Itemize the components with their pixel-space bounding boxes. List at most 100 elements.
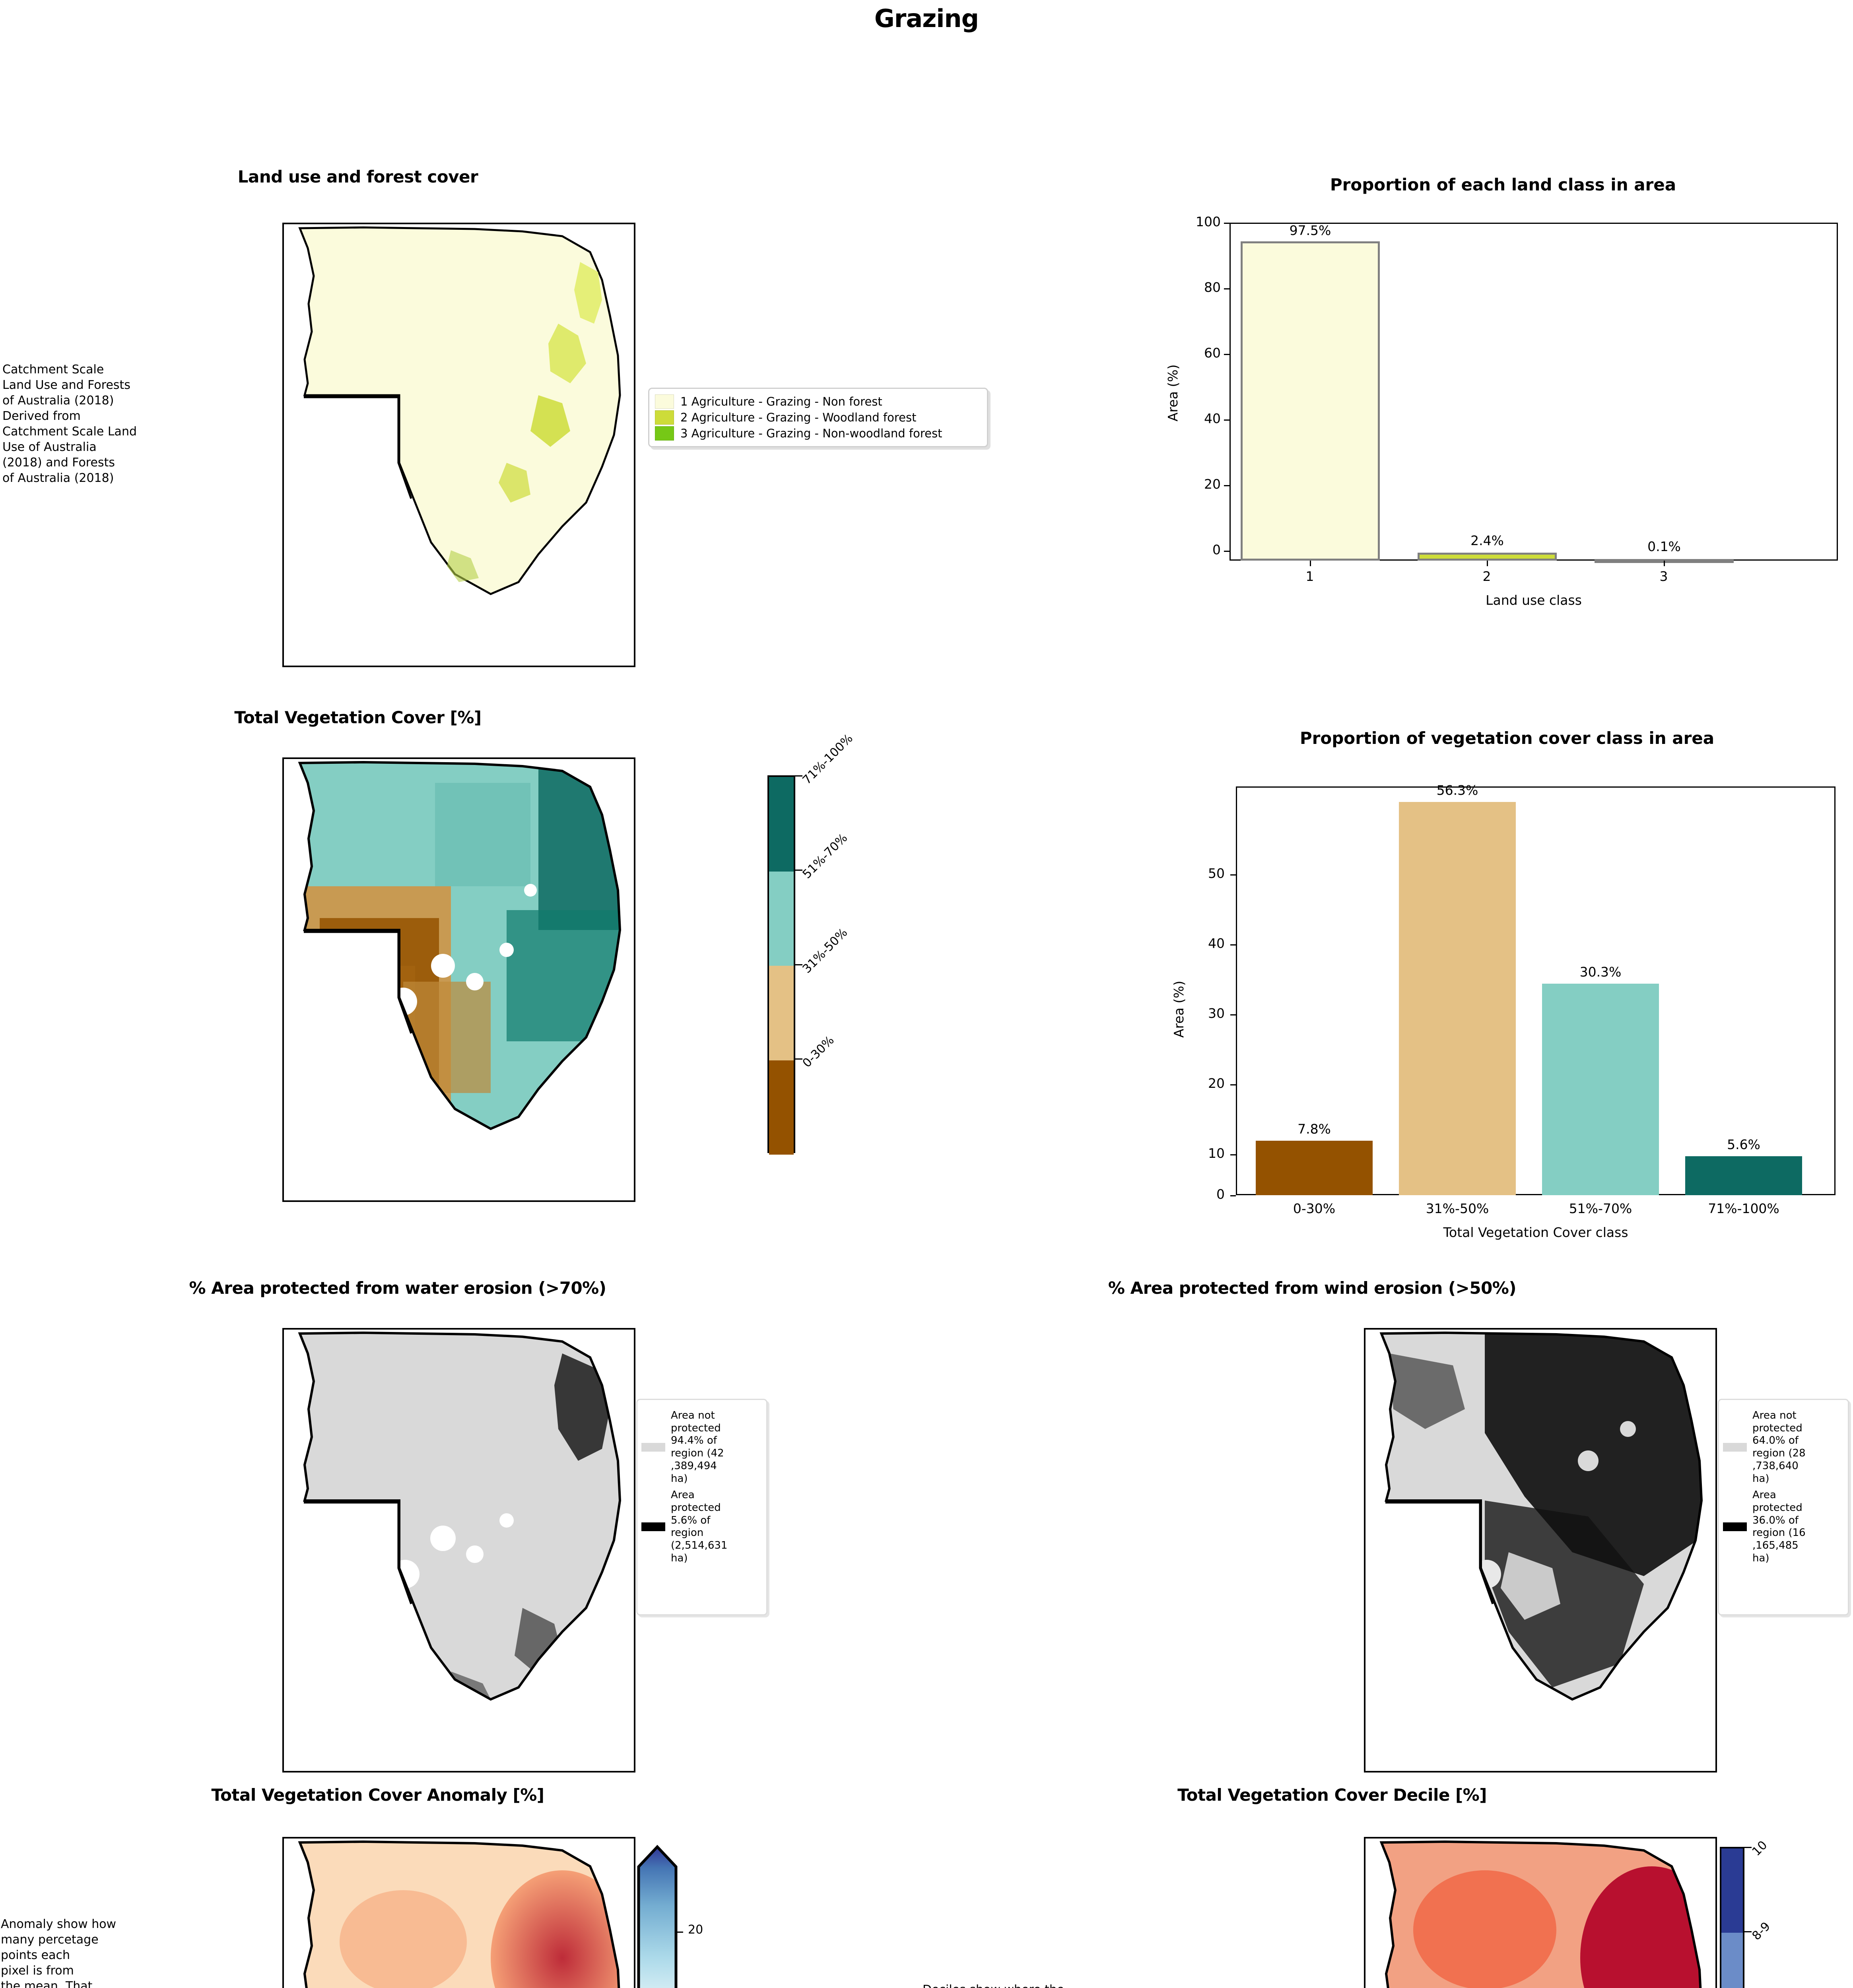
chart2-ytick-10: 10 [1208,1145,1225,1161]
cbar-seg-31-50 [769,966,794,1060]
anomaly-colorbar[interactable] [635,1844,683,1988]
landuse-map[interactable] [282,223,635,667]
water-erosion-map[interactable] [282,1328,635,1773]
decile-label-10: 10 [1749,1838,1770,1859]
anomaly-colorbar-graphic [637,1844,678,1988]
chart1-ytick-40: 40 [1204,411,1221,426]
chart1-xtick-3: 3 [1659,569,1668,584]
chart1-bar-label-1: 97.5% [1289,223,1331,238]
chart1-ytick-80: 80 [1204,280,1221,295]
wind-erosion-legend[interactable]: Area not protected 64.0% of region (28 ,… [1718,1399,1849,1615]
landuse-map-title: Land use and forest cover [237,167,478,186]
legend-item-protected: Area protected 5.6% of region (2,514,631… [641,1489,762,1565]
decile-map[interactable] [1364,1837,1717,1988]
anomaly-map[interactable] [282,1837,635,1988]
swatch-not-protected [641,1443,665,1452]
chart2-bar-label-71-100: 5.6% [1727,1137,1760,1152]
chart1-xtick-1: 1 [1305,569,1314,584]
chart2-bar-label-31-50: 56.3% [1436,782,1478,798]
landuse-bar-chart[interactable]: Proportion of each land class in area 10… [1153,167,1853,680]
chart2-bar-0-30[interactable] [1256,1141,1373,1195]
vegcover-map-title: Total Vegetation Cover [%] [234,708,482,727]
chart1-xlabel: Land use class [1486,592,1582,608]
legend-item: 3 Agriculture - Grazing - Non-woodland f… [655,426,981,441]
chart2-bar-label-0-30: 7.8% [1297,1121,1331,1137]
legend-label-class3: 3 Agriculture - Grazing - Non-woodland f… [680,427,942,440]
vegcover-bar-chart[interactable]: Proportion of vegetation cover class in … [1153,724,1853,1248]
decile-map-graphic [1379,1840,1702,1988]
anomaly-explainer-note: Anomaly show how many percetage points e… [1,1917,117,1988]
vegcover-map-graphic [298,761,622,1130]
cbar-label-71-100: 71%-100% [800,731,856,787]
wind-erosion-map[interactable] [1364,1328,1717,1773]
chart2-xtick-0-30: 0-30% [1293,1201,1336,1216]
legend-item: 2 Agriculture - Grazing - Woodland fores… [655,410,981,425]
anomaly-map-graphic [298,1840,620,1988]
water-erosion-title: % Area protected from water erosion (>70… [189,1278,606,1298]
cbar-seg-71-100 [769,777,794,872]
legend-item-not-protected: Area not protected 64.0% of region (28 ,… [1723,1409,1844,1485]
legend-label-class2: 2 Agriculture - Grazing - Woodland fores… [680,411,917,424]
chart2-bar-71-100[interactable] [1685,1156,1802,1195]
vegcover-colorbar[interactable] [767,775,795,1155]
chart1-ylabel: Area (%) [1165,364,1181,421]
chart1-title: Proportion of each land class in area [1330,175,1676,194]
label-protected: Area protected 5.6% of region (2,514,631… [671,1489,728,1564]
cbar-seg-decile-8-9 [1721,1933,1743,1988]
water-erosion-legend[interactable]: Area not protected 94.4% of region (42 ,… [636,1399,767,1615]
water-erosion-map-graphic [298,1331,622,1701]
chart1-ytick-60: 60 [1204,345,1221,361]
legend-swatch-class2 [655,410,674,425]
legend-item-protected: Area protected 36.0% of region (16 ,165,… [1723,1489,1844,1565]
decile-explainer-note: Deciles show where the pixel value lies … [923,1982,1129,1988]
legend-swatch-class3 [655,426,674,441]
anomaly-tick-20: 20 [688,1923,703,1937]
chart2-ylabel: Area (%) [1171,980,1187,1038]
chart1-ytick-100: 100 [1196,214,1221,229]
chart1-ytick-20: 20 [1204,476,1221,492]
wind-erosion-map-graphic [1379,1331,1703,1701]
chart2-ytick-40: 40 [1208,936,1225,951]
anomaly-title: Total Vegetation Cover Anomaly [%] [211,1785,545,1805]
chart1-bar-label-3: 0.1% [1647,539,1681,554]
legend-item: 1 Agriculture - Grazing - Non forest [655,394,981,409]
cbar-label-51-70: 51%-70% [800,831,851,881]
chart1-bar-label-2: 2.4% [1470,533,1504,548]
label-not-protected: Area not protected 94.4% of region (42 ,… [671,1409,724,1485]
chart2-xtick-71-100: 71%-100% [1708,1201,1779,1216]
swatch-protected [641,1522,665,1532]
vegcover-map[interactable] [282,757,635,1202]
chart2-title: Proportion of vegetation cover class in … [1299,728,1715,748]
chart1-bar-1[interactable] [1241,241,1380,561]
cbar-seg-0-30 [769,1060,794,1155]
cbar-label-0-30: 0-30% [800,1033,837,1070]
decile-label-8-9: 8-9 [1749,1919,1773,1943]
landuse-source-note: Catchment Scale Land Use and Forests of … [2,363,137,485]
chart2-xtick-51-70: 51%-70% [1569,1201,1632,1216]
wind-erosion-title: % Area protected from wind erosion (>50%… [1108,1278,1517,1298]
chart2-bar-label-51-70: 30.3% [1579,964,1622,980]
landuse-legend[interactable]: 1 Agriculture - Grazing - Non forest 2 A… [648,388,988,447]
legend-swatch-class1 [655,394,674,409]
label-protected: Area protected 36.0% of region (16 ,165,… [1752,1489,1806,1564]
chart2-ytick-0: 0 [1216,1186,1225,1202]
chart1-xtick-2: 2 [1482,569,1491,584]
page-title: Grazing [874,4,979,33]
chart2-ytick-30: 30 [1208,1006,1225,1021]
decile-colorbar[interactable] [1720,1847,1744,1988]
swatch-protected [1723,1522,1747,1532]
chart2-bar-31-50[interactable] [1399,802,1516,1195]
chart1-bar-2[interactable] [1418,553,1557,561]
chart2-ytick-50: 50 [1208,866,1225,881]
chart2-bar-51-70[interactable] [1542,984,1659,1195]
swatch-not-protected [1723,1443,1747,1452]
cbar-seg-51-70 [769,871,794,966]
cbar-label-31-50: 31%-50% [800,926,851,976]
chart2-xlabel: Total Vegetation Cover class [1443,1225,1628,1240]
legend-label-class1: 1 Agriculture - Grazing - Non forest [680,395,882,408]
label-not-protected: Area not protected 64.0% of region (28 ,… [1752,1409,1806,1485]
chart2-ytick-20: 20 [1208,1076,1225,1091]
legend-item-not-protected: Area not protected 94.4% of region (42 ,… [641,1409,762,1485]
landuse-map-graphic [298,226,621,595]
chart1-ytick-0: 0 [1212,542,1221,557]
